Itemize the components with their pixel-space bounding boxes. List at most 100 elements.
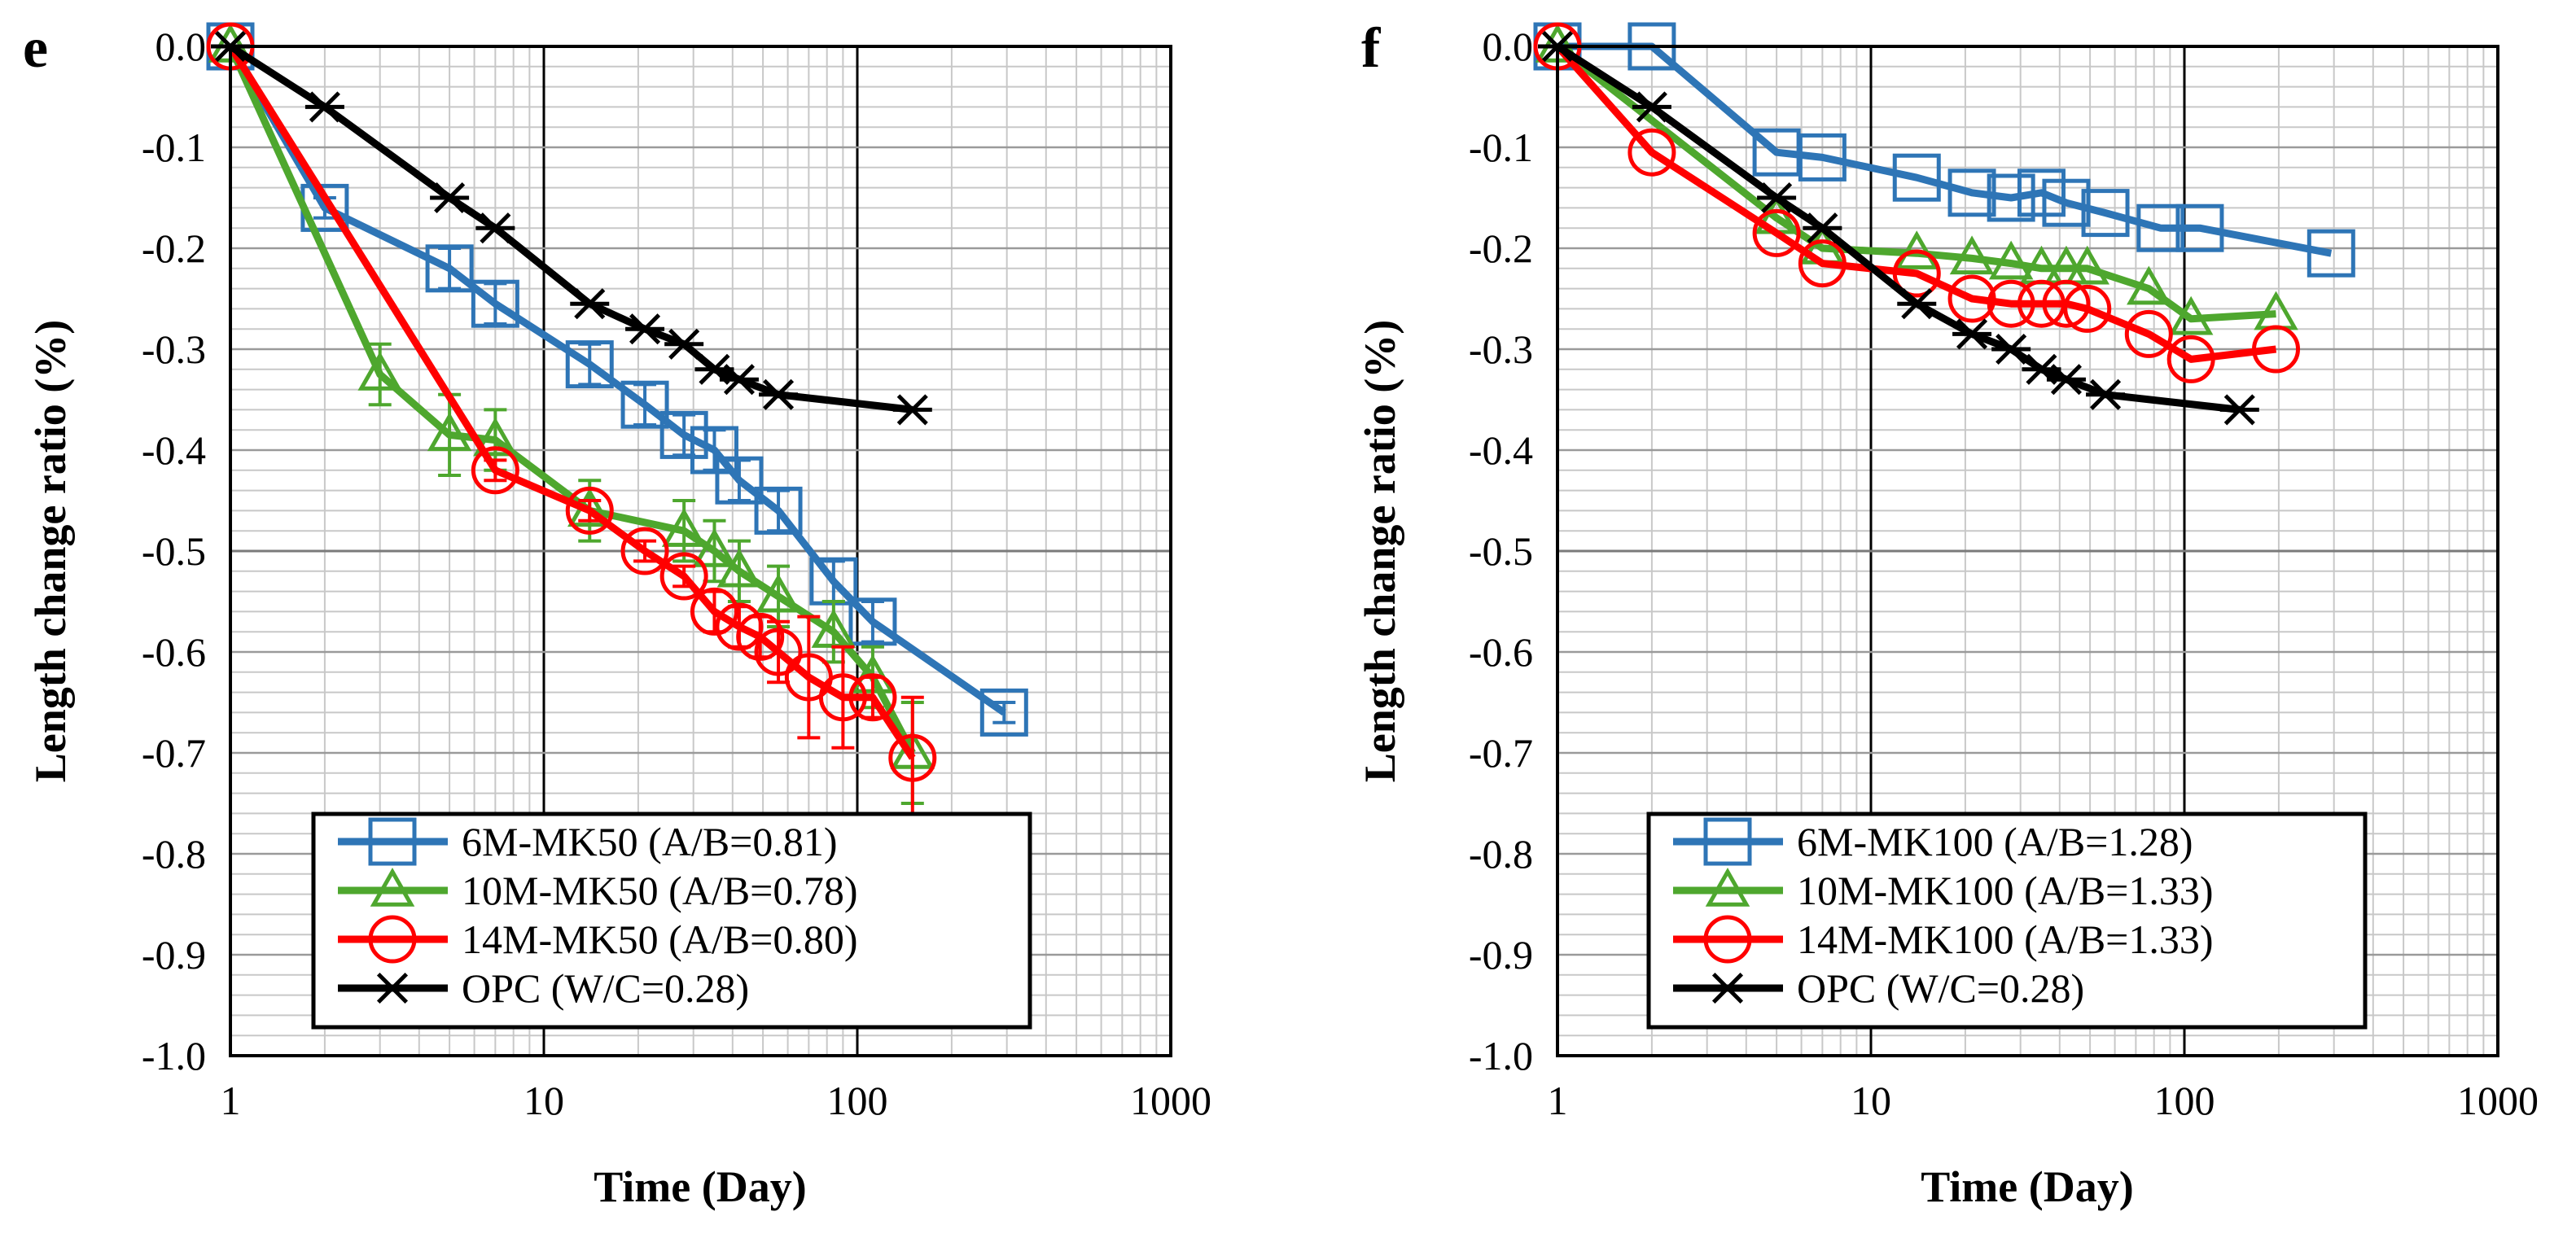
x-tick-labels-e: 1 10 100 1000 (221, 1078, 1212, 1123)
y-tick-label: -0.6 (142, 629, 206, 675)
series-14m-mk100-a-b-1-33 (1533, 22, 2301, 383)
data-point (1757, 182, 1797, 214)
error-bar (831, 645, 855, 750)
data-point (1947, 168, 1996, 217)
data-point (754, 628, 803, 676)
legend-item-opc-w-c-0-28: OPC (W/C=0.28) (1673, 965, 2084, 1011)
series-opc-w-c-0-28 (1538, 30, 2259, 426)
data-point (759, 378, 799, 410)
legend-marker (1705, 868, 1750, 907)
data-point (818, 673, 867, 722)
data-point (570, 288, 610, 320)
data-point (1991, 333, 2031, 365)
series-line (1557, 42, 2333, 257)
y-tick-label: -0.2 (1469, 225, 1533, 271)
legend-item-6m-mk100-a-b-1-28: 6M-MK100 (A/B=1.28) (1673, 817, 2193, 866)
y-axis-label-e: Length change ratio (%) (26, 320, 75, 782)
data-point (565, 340, 614, 389)
legend-label: 10M-MK100 (A/B=1.33) (1797, 868, 2214, 913)
data-point (979, 688, 1028, 737)
data-point (1892, 249, 1941, 298)
x-tick-label: 1 (1548, 1078, 1568, 1123)
data-point (1803, 212, 1842, 244)
y-tick-label: -0.9 (142, 932, 206, 978)
data-point (1952, 318, 1992, 350)
legend-item-10m-mk100-a-b-1-33: 10M-MK100 (A/B=1.33) (1673, 868, 2214, 913)
data-point (471, 279, 519, 328)
legend-item-10m-mk50-a-b-0-78: 10M-MK50 (A/B=0.78) (338, 868, 858, 913)
data-point (661, 508, 707, 547)
data-point (1895, 230, 1939, 269)
series-layer-e (206, 22, 1028, 820)
legend-marker (1703, 817, 1752, 866)
legend-marker (1708, 972, 1747, 1004)
data-point (719, 364, 759, 396)
data-point (1798, 133, 1847, 182)
data-point (2219, 394, 2259, 426)
data-point (1798, 239, 1847, 288)
data-point (475, 212, 515, 244)
data-point (715, 602, 764, 651)
y-tick-label: -0.8 (142, 831, 206, 877)
data-point (425, 244, 474, 293)
x-tick-label: 10 (1851, 1078, 1891, 1123)
legend-box-e (311, 811, 1032, 1030)
data-point (2042, 279, 2091, 328)
series-6m-mk50-a-b-0-81 (206, 22, 1028, 737)
data-point (2042, 178, 2091, 227)
data-point (2046, 364, 2086, 396)
legend-marker (368, 817, 417, 866)
y-tick-label: -0.6 (1469, 629, 1533, 675)
x-tick-label: 10 (524, 1078, 564, 1123)
data-point (1987, 279, 2035, 328)
data-point (1987, 173, 2035, 222)
legend-marker (1703, 915, 1752, 964)
data-point (1988, 240, 2034, 280)
y-tick-label: -0.2 (142, 225, 206, 271)
legend-label: OPC (W/C=0.28) (1797, 965, 2084, 1011)
data-point (754, 486, 803, 535)
y-tick-label: -0.7 (1469, 730, 1533, 776)
legend-label: 10M-MK50 (A/B=0.78) (462, 868, 858, 913)
data-point (1949, 235, 1995, 275)
data-point (1947, 274, 1996, 323)
data-point (848, 597, 897, 646)
data-point (2086, 378, 2126, 410)
error-bar (992, 701, 1016, 724)
data-point (565, 486, 614, 535)
data-point (430, 182, 470, 214)
y-tick-label: -1.0 (1469, 1033, 1533, 1078)
data-point (1752, 128, 1801, 177)
data-point (1897, 288, 1937, 320)
legend-items-e: 6M-MK50 (A/B=0.81)10M-MK50 (A/B=0.78)14M… (338, 817, 858, 1011)
series-opc-w-c-0-28 (211, 30, 932, 426)
legend-label: 14M-MK50 (A/B=0.80) (462, 916, 858, 962)
data-point (2065, 245, 2109, 285)
data-point (2168, 295, 2214, 335)
y-tick-label: -0.5 (1469, 528, 1533, 574)
y-tick-label: -0.4 (142, 427, 206, 473)
data-point (1632, 91, 1671, 123)
legend-label: OPC (W/C=0.28) (462, 965, 749, 1011)
x-tick-label: 100 (2154, 1078, 2215, 1123)
data-point (659, 552, 708, 601)
legend-label: 6M-MK100 (A/B=1.28) (1797, 819, 2193, 864)
y-tick-label: -0.4 (1469, 427, 1533, 473)
y-tick-label: -0.3 (142, 326, 206, 372)
chart-panel-e: e 0.0 -0.1 -0.2 -0.3 -0.4 -0.5 -0.6 -0.7 -0.8 -0.… (23, 17, 1211, 1211)
series-line (1554, 44, 2277, 363)
data-point (2136, 203, 2185, 252)
y-tick-label: -0.7 (142, 730, 206, 776)
data-point (2081, 189, 2130, 238)
error-bar (672, 564, 696, 588)
y-axis-label-f: Length change ratio (%) (1356, 320, 1404, 782)
data-point (736, 612, 785, 661)
data-point (620, 527, 669, 575)
data-point (473, 417, 518, 457)
legend-marker (373, 972, 412, 1004)
series-layer-f (1533, 22, 2355, 426)
x-axis-label-e: Time (Day) (594, 1162, 806, 1211)
data-point (2252, 325, 2301, 374)
data-point (690, 587, 738, 636)
